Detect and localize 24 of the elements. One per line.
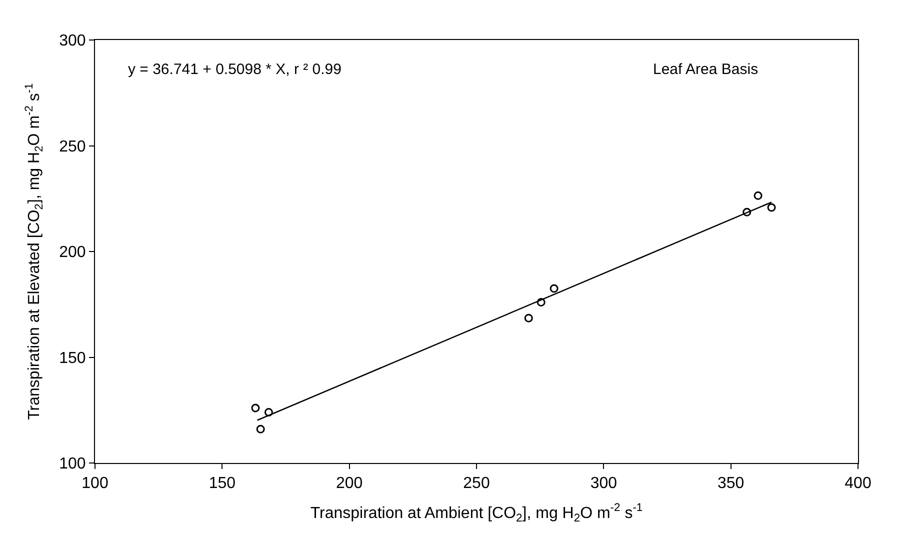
- point: [524, 314, 533, 322]
- point: [256, 424, 265, 434]
- point: [742, 208, 752, 216]
- y-tick-label: 100: [59, 456, 86, 473]
- y-tick-label: 300: [59, 32, 86, 50]
- y-tick-label: 200: [59, 244, 86, 262]
- point: [754, 191, 762, 200]
- y-tick-label: 150: [59, 350, 86, 367]
- x-axis-title: Transpiration at Ambient [CO$_{2}$], mg H$_{2}$O m$^{-2}$ s$^{-1}$: [310, 502, 643, 524]
- x-tick-label: 350: [717, 475, 744, 492]
- x-tick-label: 150: [208, 475, 236, 492]
- annotation: Leaf Area Basis: [653, 61, 758, 78]
- y-tick-label: 250: [59, 138, 86, 156]
- point: [550, 284, 558, 293]
- point: [264, 408, 273, 416]
- x-tick-label: 400: [844, 475, 872, 492]
- annotation: y = 36.741 + 0.5098 * X, r ² 0.99: [128, 61, 342, 78]
- x-tick-label: 200: [336, 475, 363, 492]
- x-tick-label: 100: [82, 475, 108, 492]
- point: [251, 404, 260, 412]
- x-tick-label: 300: [590, 475, 618, 492]
- x-tick-label: 250: [463, 475, 490, 492]
- point: [536, 298, 546, 307]
- point: [767, 203, 776, 212]
